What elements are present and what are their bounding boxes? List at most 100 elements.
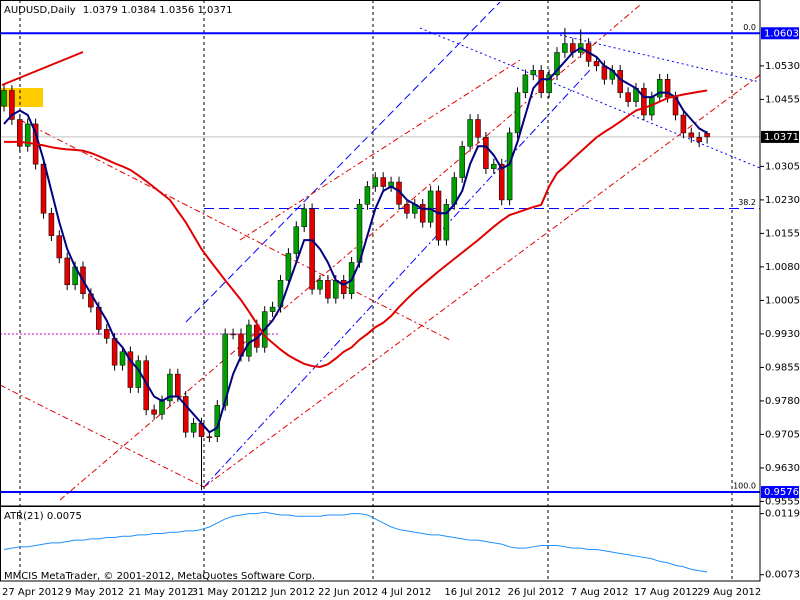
candle-body (656, 79, 663, 98)
x-tick-label: 4 Jul 2012 (381, 587, 431, 598)
candle-body (175, 373, 181, 397)
candle-body (24, 123, 31, 147)
separators (19, 0, 733, 581)
candle-body (427, 190, 434, 223)
candle-body (593, 61, 600, 67)
candle-body (301, 208, 307, 227)
fan-line (19, 119, 451, 341)
candle-body (514, 92, 521, 134)
candle-body (151, 409, 157, 415)
y-tick-label: 1.0230 (765, 195, 800, 206)
candle-body (435, 190, 442, 241)
channel-line (559, 34, 761, 83)
candle-body (506, 132, 513, 201)
fan-line (0, 384, 205, 488)
fan-line (203, 74, 761, 488)
candle-body (206, 436, 213, 438)
candle-body (269, 306, 276, 312)
x-tick-label: 31 May 2012 (192, 587, 257, 598)
level-label: 0.9576 (764, 487, 799, 498)
y-tick-label: 0.9705 (765, 429, 800, 440)
candle-body (119, 351, 126, 366)
candle-body (48, 213, 55, 236)
candle-body (127, 351, 134, 388)
y-tick-label: 0.9780 (765, 396, 800, 407)
candle-body (680, 114, 687, 134)
symbol: AUDUSD,Daily (4, 5, 76, 16)
y-tick-label: 1.0155 (765, 228, 800, 239)
y-tick-label: 0.9630 (765, 463, 800, 474)
candle-body (143, 360, 149, 411)
x-tick-label: 16 Jul 2012 (444, 587, 501, 598)
candle-body (17, 119, 23, 147)
candle-body (56, 235, 63, 259)
x-tick-label: 27 Apr 2012 (2, 587, 64, 598)
candle-body (159, 400, 165, 415)
candle-body (103, 329, 110, 339)
candle-body (190, 423, 197, 433)
indicator-value: 0.0075 (47, 511, 82, 522)
candle-body (372, 177, 379, 187)
candle-body (9, 90, 15, 120)
y-tick-label: 0.9930 (765, 329, 800, 340)
moving-average (3, 46, 708, 434)
candle-body (419, 204, 426, 223)
indicator-frame (0, 506, 761, 582)
y-tick-label: 1.0080 (765, 262, 800, 273)
candle-body (641, 87, 647, 116)
moving-average (4, 89, 708, 368)
candle-body (696, 137, 702, 143)
y-tick-label: 0.9555 (765, 496, 800, 507)
candle-body (498, 163, 505, 201)
candle-body (625, 92, 631, 102)
y-tick-label: 1.0455 (765, 94, 800, 105)
trend-line (1, 51, 84, 86)
candle-body (285, 253, 292, 281)
candle-body (222, 333, 228, 406)
candle-body (246, 324, 252, 357)
current-price-box (761, 130, 799, 143)
candle-body (704, 133, 710, 138)
candle-body (443, 204, 450, 241)
fib-label: 0.0 (743, 23, 756, 32)
y-tick-label: 0.9855 (765, 362, 800, 373)
candle-body (325, 280, 331, 299)
indicator-title: ATR(21) 0.0075 (4, 511, 82, 522)
x-tick-label: 9 May 2012 (65, 587, 124, 598)
candle-body (380, 177, 386, 187)
candle-body (40, 163, 47, 214)
x-tick-label: 26 Jul 2012 (508, 587, 565, 598)
candle-body (491, 163, 497, 169)
candle-body (1, 90, 7, 107)
channel-line (185, 1, 501, 323)
indicator-name: ATR(21) (4, 511, 44, 522)
candle-body (364, 186, 371, 205)
candle-body (182, 396, 189, 433)
candle-body (230, 333, 236, 336)
candle-body (340, 280, 347, 294)
fib-label: 100.0 (733, 482, 756, 491)
channel-line (419, 27, 761, 169)
copyright: MMCIS MetaTrader, © 2001-2012, MetaQuote… (4, 571, 315, 582)
channel-line (203, 69, 591, 488)
header-high: 1.0384 (121, 5, 156, 16)
x-tick-label: 22 Jun 2012 (318, 587, 378, 598)
header-open: 1.0379 (83, 5, 118, 16)
candle-body (111, 338, 118, 366)
y-tick-label: 0.0073 (765, 570, 800, 581)
y-tick-label: 0.0119 (765, 509, 800, 520)
x-tick-label: 21 May 2012 (128, 587, 193, 598)
candle-body (688, 132, 695, 138)
candle-body (333, 280, 339, 299)
candle-body (554, 52, 560, 76)
x-tick-label: 12 Jun 2012 (255, 587, 315, 598)
level-label-box (761, 486, 799, 499)
x-tick-label: 29 Aug 2012 (697, 587, 761, 598)
candle-body (530, 70, 537, 76)
x-tick-label: 7 Aug 2012 (571, 587, 629, 598)
candle-body (309, 208, 315, 290)
candle-body (522, 74, 529, 93)
candle-body (475, 119, 481, 138)
